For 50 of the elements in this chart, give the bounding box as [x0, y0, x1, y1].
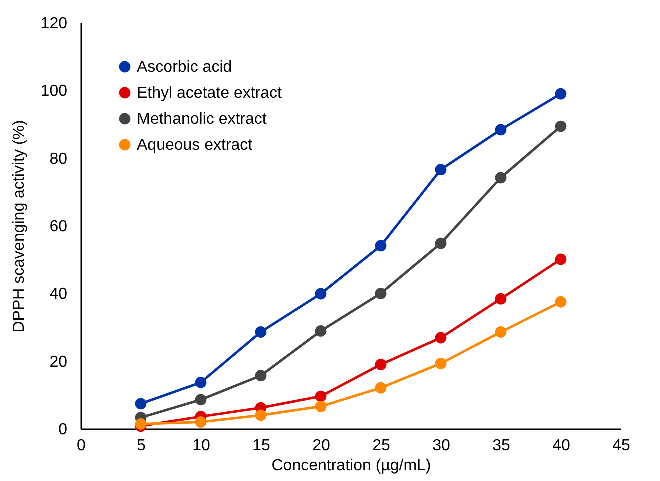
x-tick-label: 10	[192, 438, 210, 454]
y-tick-label: 20	[50, 354, 68, 371]
point	[555, 88, 567, 100]
point	[195, 416, 207, 428]
point	[255, 370, 267, 382]
point	[555, 254, 567, 266]
point	[315, 288, 327, 300]
y-tick-label: 0	[58, 422, 68, 438]
point	[375, 288, 387, 300]
point	[435, 358, 447, 370]
y-tick-label: 120	[40, 16, 68, 32]
point	[315, 326, 327, 337]
point	[495, 293, 507, 305]
point	[555, 296, 567, 308]
x-tick-label: 35	[492, 438, 510, 454]
point	[375, 240, 387, 252]
y-tick-label: 60	[50, 218, 68, 236]
x-tick-label: 45	[612, 438, 630, 454]
legend-label: Methanolic extract	[137, 111, 268, 128]
x-tick-label: 5	[137, 438, 146, 454]
point	[195, 376, 207, 388]
point	[435, 238, 447, 250]
point	[195, 394, 207, 406]
y-tick-label: 100	[40, 83, 68, 100]
point	[435, 164, 447, 176]
x-tick-label: 40	[552, 438, 570, 454]
x-tick-label: 25	[372, 438, 390, 454]
y-tick-label: 40	[50, 286, 68, 304]
legend-label: Ascorbic acid	[137, 59, 232, 76]
legend-label: Aqueous extract	[137, 137, 254, 154]
point	[255, 326, 267, 338]
point	[375, 359, 387, 370]
point	[375, 382, 387, 394]
point	[255, 410, 267, 422]
x-axis-title: Concentration (µg/mL)	[272, 458, 432, 474]
point	[435, 332, 447, 344]
y-axis-title: DPPH scavenging activity (%)	[10, 120, 28, 333]
point	[555, 120, 567, 132]
point	[495, 326, 507, 338]
x-tick-label: 30	[432, 438, 450, 454]
x-tick-label: 0	[77, 438, 86, 454]
point	[495, 172, 507, 184]
point	[315, 400, 327, 412]
y-tick-label: 80	[50, 150, 68, 168]
point	[495, 124, 507, 136]
point	[315, 390, 327, 402]
x-tick-label: 20	[312, 438, 330, 454]
x-tick-label: 15	[252, 438, 270, 454]
legend-label: Ethyl acetate extract	[137, 85, 283, 102]
point	[135, 398, 147, 410]
